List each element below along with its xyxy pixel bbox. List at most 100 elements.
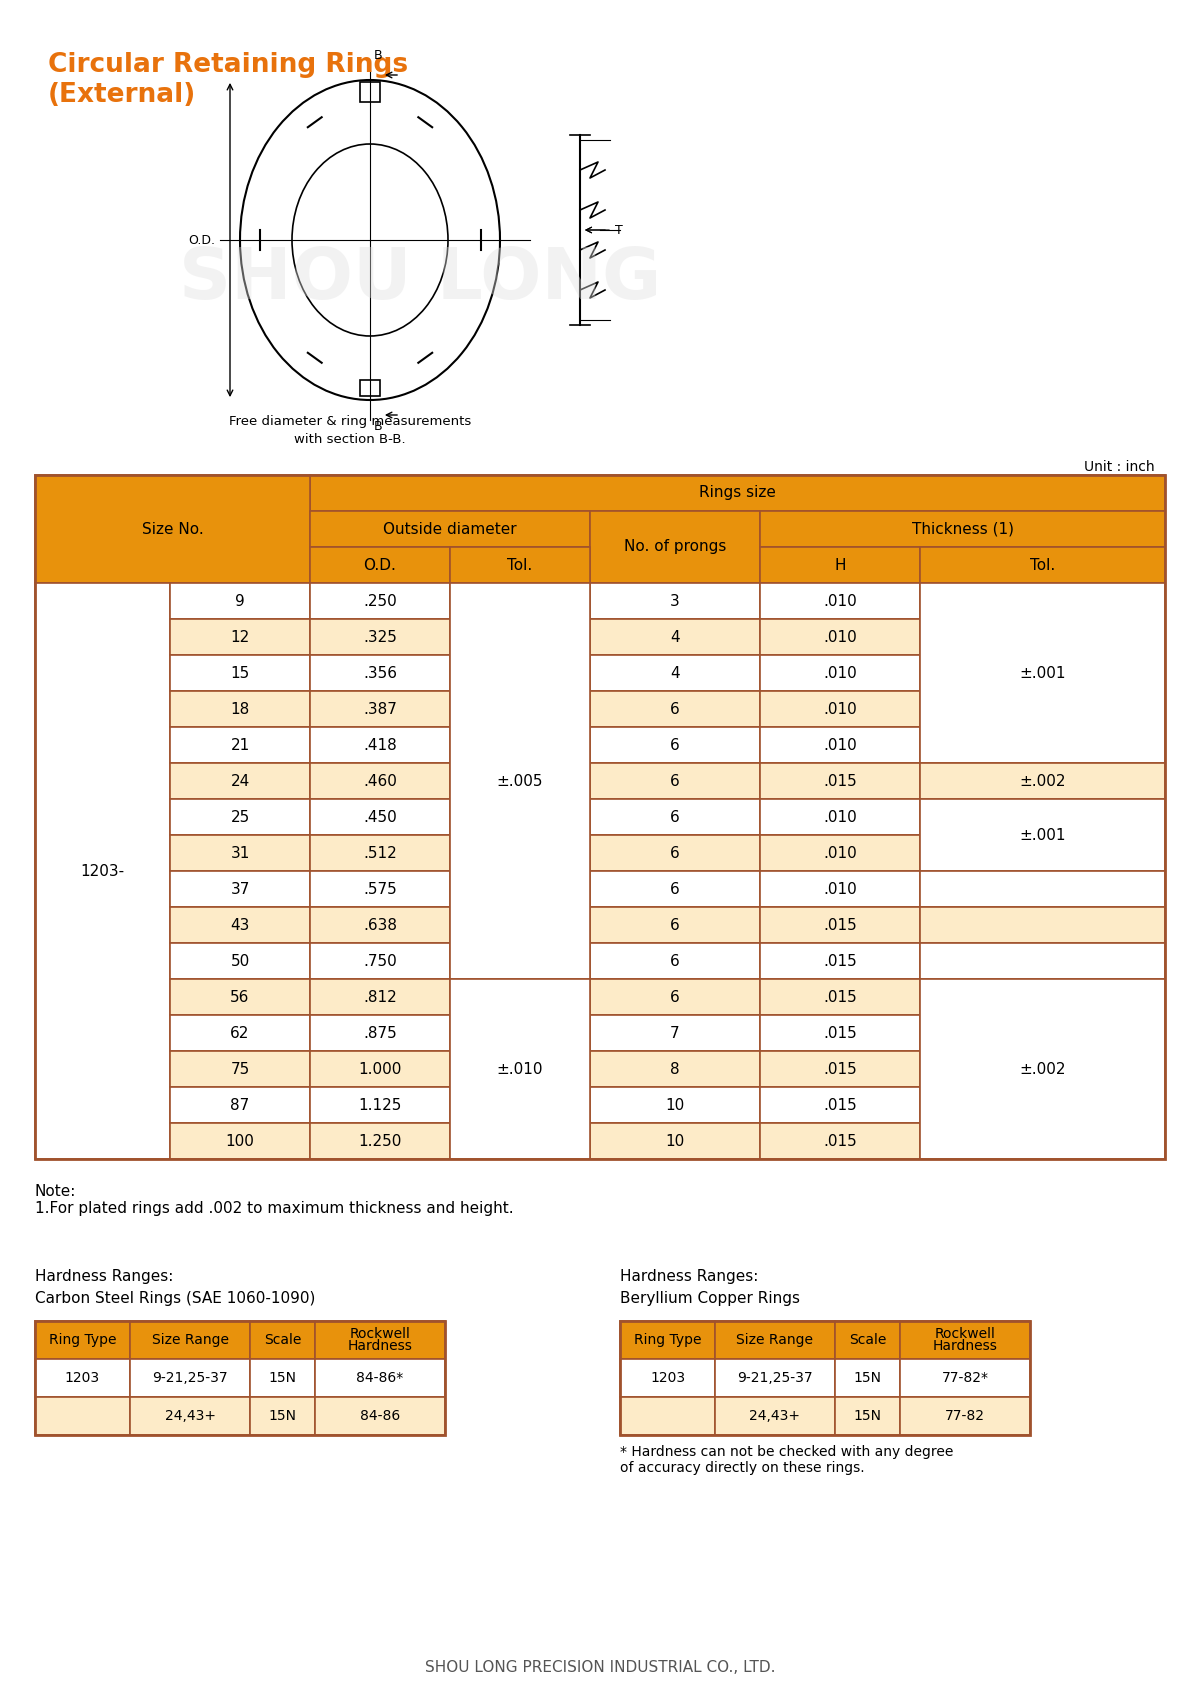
FancyBboxPatch shape [920, 584, 1165, 619]
FancyBboxPatch shape [920, 835, 1165, 871]
FancyBboxPatch shape [360, 81, 380, 102]
Text: .010: .010 [823, 881, 857, 896]
Text: 10: 10 [665, 1098, 685, 1113]
FancyBboxPatch shape [310, 944, 450, 979]
Text: 8: 8 [670, 1062, 680, 1076]
FancyBboxPatch shape [314, 1320, 445, 1359]
FancyBboxPatch shape [450, 799, 590, 835]
FancyBboxPatch shape [760, 584, 920, 619]
FancyBboxPatch shape [450, 1015, 590, 1050]
FancyBboxPatch shape [920, 799, 1165, 871]
FancyBboxPatch shape [715, 1359, 835, 1397]
Text: ±.002: ±.002 [1019, 1062, 1066, 1076]
Text: 56: 56 [230, 989, 250, 1005]
Text: .387: .387 [364, 701, 397, 716]
FancyBboxPatch shape [835, 1320, 900, 1359]
FancyBboxPatch shape [450, 1050, 590, 1088]
FancyBboxPatch shape [35, 475, 310, 584]
FancyBboxPatch shape [920, 979, 1165, 1159]
Text: Unit : inch: Unit : inch [1085, 460, 1154, 473]
FancyBboxPatch shape [450, 906, 590, 944]
Text: 4: 4 [670, 630, 680, 645]
FancyBboxPatch shape [590, 944, 760, 979]
Text: .575: .575 [364, 881, 397, 896]
FancyBboxPatch shape [920, 546, 1165, 584]
Text: .875: .875 [364, 1025, 397, 1040]
FancyBboxPatch shape [920, 1088, 1165, 1123]
Text: Free diameter & ring measurements: Free diameter & ring measurements [229, 416, 472, 428]
Text: Scale: Scale [848, 1334, 886, 1347]
Text: Hardness: Hardness [348, 1339, 413, 1354]
FancyBboxPatch shape [715, 1320, 835, 1359]
Text: 1.125: 1.125 [359, 1098, 402, 1113]
FancyBboxPatch shape [835, 1359, 900, 1397]
Text: Beryllium Copper Rings: Beryllium Copper Rings [620, 1291, 800, 1307]
FancyBboxPatch shape [170, 1088, 310, 1123]
Text: 31: 31 [230, 845, 250, 860]
FancyBboxPatch shape [170, 979, 310, 1015]
FancyBboxPatch shape [310, 835, 450, 871]
FancyBboxPatch shape [920, 871, 1165, 906]
FancyBboxPatch shape [620, 1320, 715, 1359]
Text: with section B-B.: with section B-B. [294, 433, 406, 446]
FancyBboxPatch shape [310, 906, 450, 944]
Text: 6: 6 [670, 918, 680, 932]
Text: .010: .010 [823, 809, 857, 825]
FancyBboxPatch shape [250, 1397, 314, 1436]
FancyBboxPatch shape [620, 1397, 715, 1436]
FancyBboxPatch shape [760, 1088, 920, 1123]
FancyBboxPatch shape [450, 619, 590, 655]
FancyBboxPatch shape [590, 584, 760, 619]
FancyBboxPatch shape [760, 691, 920, 726]
FancyBboxPatch shape [920, 726, 1165, 764]
FancyBboxPatch shape [715, 1397, 835, 1436]
Text: .015: .015 [823, 989, 857, 1005]
Text: 77-82: 77-82 [946, 1409, 985, 1424]
FancyBboxPatch shape [760, 619, 920, 655]
Text: Hardness: Hardness [932, 1339, 997, 1354]
FancyBboxPatch shape [310, 584, 450, 619]
Text: .015: .015 [823, 954, 857, 969]
Text: 7: 7 [670, 1025, 680, 1040]
FancyBboxPatch shape [760, 944, 920, 979]
FancyBboxPatch shape [590, 835, 760, 871]
FancyBboxPatch shape [310, 871, 450, 906]
Text: Ring Type: Ring Type [49, 1334, 116, 1347]
Text: O.D.: O.D. [188, 234, 215, 246]
FancyBboxPatch shape [310, 619, 450, 655]
Text: 4: 4 [670, 665, 680, 680]
Text: 12: 12 [230, 630, 250, 645]
FancyBboxPatch shape [590, 764, 760, 799]
FancyBboxPatch shape [170, 691, 310, 726]
Text: .015: .015 [823, 774, 857, 789]
FancyBboxPatch shape [250, 1320, 314, 1359]
Text: 9: 9 [235, 594, 245, 609]
FancyBboxPatch shape [920, 764, 1165, 799]
FancyBboxPatch shape [920, 584, 1165, 764]
FancyBboxPatch shape [920, 655, 1165, 691]
Text: 1203: 1203 [650, 1371, 685, 1385]
Text: 15: 15 [230, 665, 250, 680]
FancyBboxPatch shape [920, 944, 1165, 979]
FancyBboxPatch shape [170, 1050, 310, 1088]
Text: 21: 21 [230, 738, 250, 752]
Text: T: T [616, 224, 623, 236]
Text: Tol.: Tol. [508, 558, 533, 572]
FancyBboxPatch shape [920, 764, 1165, 799]
Text: 9-21,25-37: 9-21,25-37 [737, 1371, 812, 1385]
FancyBboxPatch shape [170, 726, 310, 764]
Text: 87: 87 [230, 1098, 250, 1113]
Text: O.D.: O.D. [364, 558, 396, 572]
Text: 10: 10 [665, 1134, 685, 1149]
Text: Carbon Steel Rings (SAE 1060-1090): Carbon Steel Rings (SAE 1060-1090) [35, 1291, 316, 1307]
FancyBboxPatch shape [590, 726, 760, 764]
FancyBboxPatch shape [590, 511, 760, 584]
FancyBboxPatch shape [310, 691, 450, 726]
Text: B: B [373, 419, 383, 433]
FancyBboxPatch shape [450, 871, 590, 906]
FancyBboxPatch shape [900, 1359, 1030, 1397]
Text: 3: 3 [670, 594, 680, 609]
Text: 15N: 15N [853, 1409, 882, 1424]
FancyBboxPatch shape [920, 906, 1165, 944]
FancyBboxPatch shape [35, 1320, 130, 1359]
